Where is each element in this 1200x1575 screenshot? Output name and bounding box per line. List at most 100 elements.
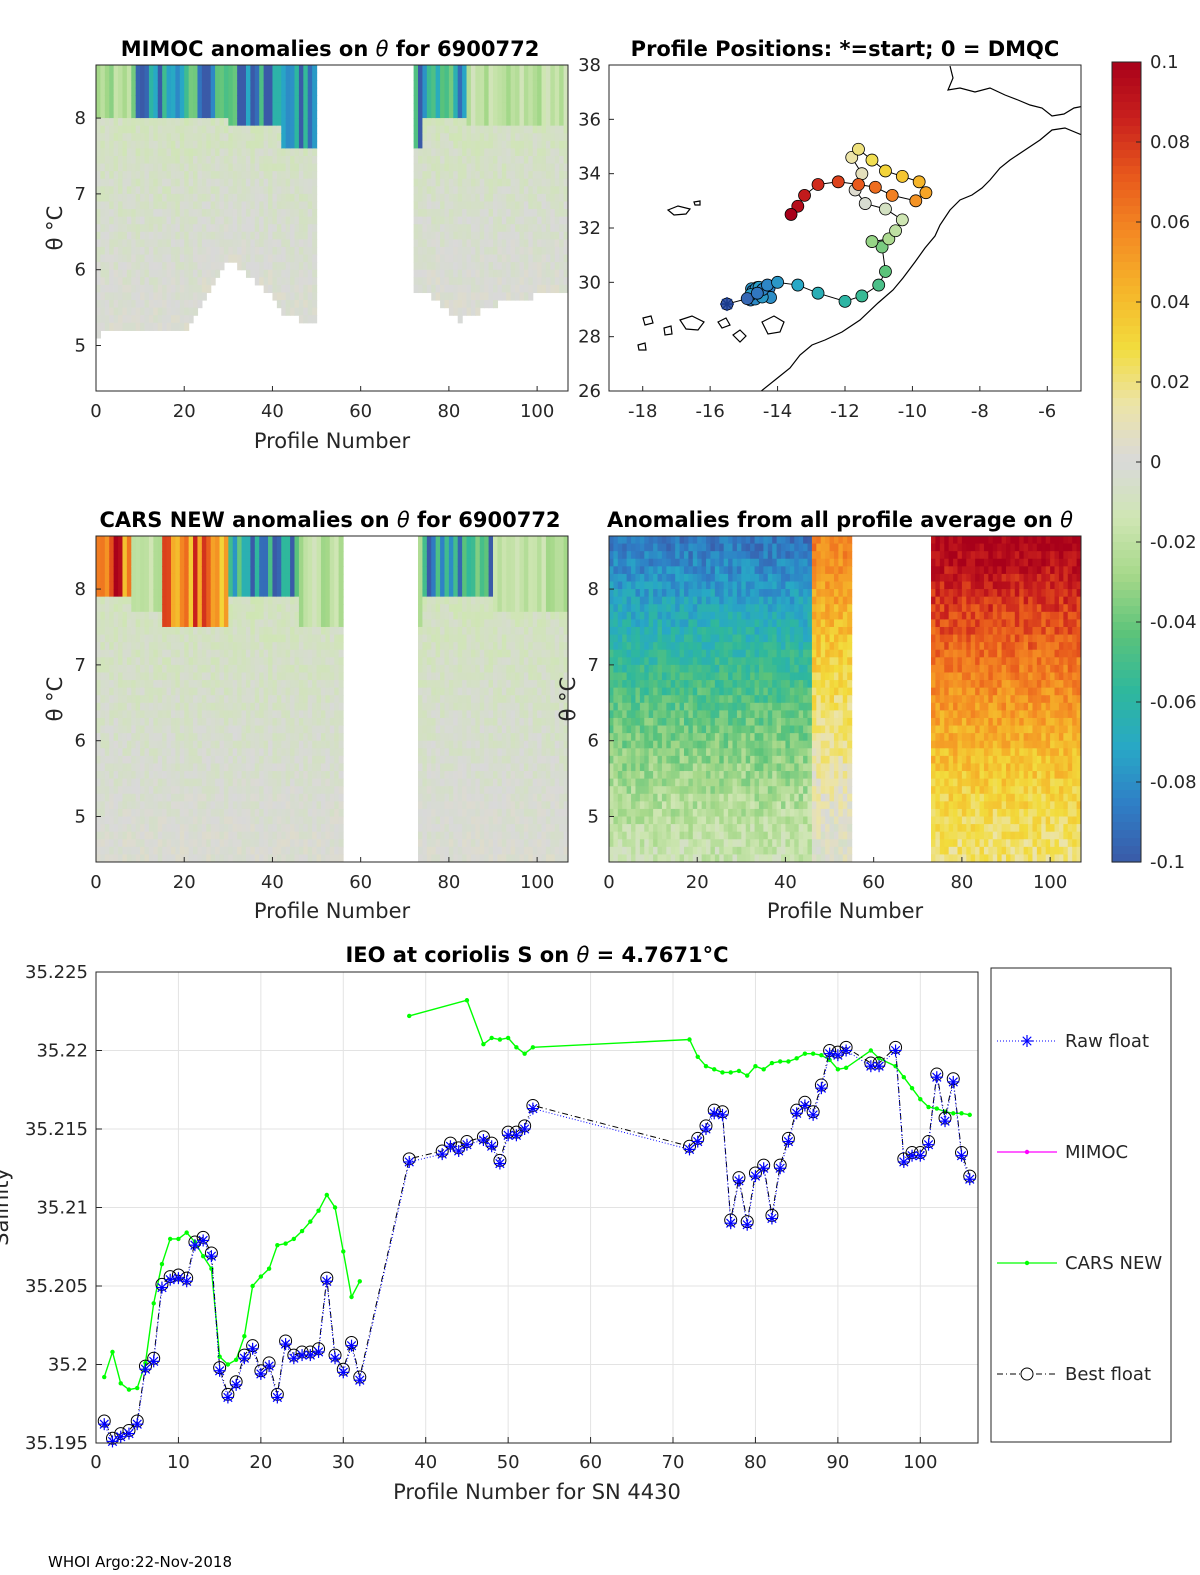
heatmap-cell xyxy=(276,793,282,802)
heatmap-cell xyxy=(259,125,265,134)
heatmap-cell xyxy=(281,254,287,263)
heatmap-cell xyxy=(523,277,529,286)
heatmap-cell xyxy=(285,125,291,134)
heatmap-cell xyxy=(175,581,181,590)
heatmap-cell xyxy=(431,186,437,195)
heatmap-cell xyxy=(298,284,304,294)
heatmap-cell xyxy=(126,536,132,545)
heatmap-cell xyxy=(457,277,463,286)
heatmap-cell xyxy=(148,725,154,734)
heatmap-cell xyxy=(135,186,141,195)
colorbar-swatch xyxy=(1112,710,1141,719)
heatmap-cell xyxy=(470,284,476,294)
heatmap-cell xyxy=(268,664,274,674)
heatmap-cell xyxy=(550,148,556,157)
heatmap-cell xyxy=(188,543,194,552)
heatmap-cell xyxy=(254,619,260,628)
heatmap-cell xyxy=(250,102,256,112)
heatmap-cell xyxy=(272,80,278,89)
heatmap-cell xyxy=(179,801,185,810)
heatmap-cell xyxy=(307,315,313,324)
heatmap-cell xyxy=(285,239,291,248)
heatmap-cell xyxy=(162,110,168,119)
heatmap-cell xyxy=(135,277,141,286)
heatmap-cell xyxy=(435,133,441,142)
heatmap-cell xyxy=(206,702,212,711)
heatmap-cell xyxy=(206,80,212,89)
heatmap-cell xyxy=(140,642,146,651)
heatmap-cell xyxy=(422,216,428,225)
heatmap-cell xyxy=(197,755,203,765)
heatmap-cell xyxy=(228,209,234,218)
heatmap-cell xyxy=(232,801,238,810)
heatmap-cell xyxy=(104,816,110,825)
heatmap-cell xyxy=(241,611,247,620)
heatmap-cell xyxy=(166,778,172,787)
heatmap-cell xyxy=(215,239,221,248)
heatmap-cell xyxy=(466,201,472,210)
heatmap-cell xyxy=(281,786,287,795)
colorbar-swatch xyxy=(1112,790,1141,799)
heatmap-cell xyxy=(201,642,207,651)
heatmap-cell xyxy=(268,596,274,605)
heatmap-cell xyxy=(175,642,181,651)
heatmap-cell xyxy=(537,140,543,149)
heatmap-cell xyxy=(201,566,207,575)
heatmap-cell xyxy=(422,65,428,74)
heatmap-cell xyxy=(223,824,229,833)
heatmap-cell xyxy=(268,193,274,203)
heatmap-cell xyxy=(290,581,296,590)
heatmap-cell xyxy=(307,95,313,104)
heatmap-cell xyxy=(223,536,229,545)
heatmap-cell xyxy=(113,239,119,248)
heatmap-cell xyxy=(418,155,424,165)
heatmap-cell xyxy=(263,254,269,263)
heatmap-cell xyxy=(285,831,291,840)
heatmap-cell xyxy=(148,246,154,256)
heatmap-cell xyxy=(188,87,194,96)
heatmap-cell xyxy=(118,771,124,780)
heatmap-cell xyxy=(100,315,106,324)
heatmap-cell xyxy=(193,687,199,696)
heatmap-cell xyxy=(422,171,428,180)
heatmap-cell xyxy=(104,717,110,727)
heatmap-cell xyxy=(109,239,115,248)
heatmap-cell xyxy=(263,695,269,704)
heatmap-cell xyxy=(118,80,124,89)
heatmap-cell xyxy=(140,315,146,324)
heatmap-cell xyxy=(276,589,282,598)
heatmap-cell xyxy=(184,786,190,795)
heatmap-cell xyxy=(162,269,168,278)
heatmap-cell xyxy=(131,543,137,552)
heatmap-cell xyxy=(554,193,560,203)
heatmap-cell xyxy=(241,573,247,583)
colorbar-swatch xyxy=(1112,518,1141,527)
heatmap-cell xyxy=(285,680,291,689)
heatmap-cell xyxy=(148,604,154,613)
heatmap-cell xyxy=(135,808,141,818)
heatmap-cell xyxy=(506,201,512,210)
heatmap-cell xyxy=(285,110,291,119)
heatmap-cell xyxy=(466,224,472,233)
heatmap-cell xyxy=(179,695,185,704)
heatmap-cell xyxy=(175,695,181,704)
heatmap-cell xyxy=(263,611,269,620)
heatmap-cell xyxy=(215,778,221,787)
heatmap-cell xyxy=(113,262,119,271)
heatmap-cell xyxy=(298,209,304,218)
heatmap-cell xyxy=(184,664,190,674)
heatmap-cell xyxy=(413,155,419,165)
heatmap-cell xyxy=(237,634,243,643)
heatmap-cell xyxy=(281,816,287,825)
heatmap-cell xyxy=(254,246,260,256)
heatmap-cell xyxy=(263,664,269,674)
heatmap-cell xyxy=(479,193,485,203)
heatmap-cell xyxy=(109,186,115,195)
heatmap-cell xyxy=(104,672,110,681)
heatmap-cell xyxy=(245,193,251,203)
heatmap-cell xyxy=(210,657,216,666)
heatmap-cell xyxy=(201,740,207,749)
heatmap-cell xyxy=(263,95,269,104)
heatmap-cell xyxy=(268,246,274,256)
heatmap-cell xyxy=(215,551,221,560)
